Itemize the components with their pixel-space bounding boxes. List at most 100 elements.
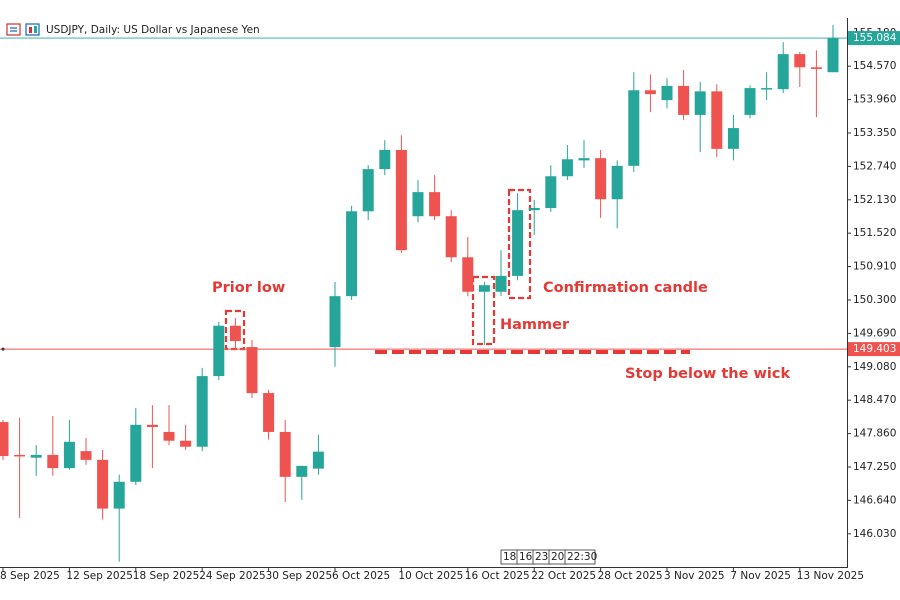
candle-body — [296, 465, 308, 477]
candle-body — [678, 85, 690, 115]
candle-body — [545, 176, 557, 208]
candle-body — [229, 325, 241, 342]
y-tick-label: 148.470 — [853, 394, 896, 406]
last-price-label: 155.084 — [853, 32, 897, 44]
candle-body — [611, 165, 623, 200]
candle-body — [63, 441, 75, 469]
x-tick-label: 12 Sep 2025 — [66, 570, 133, 582]
candle-body — [512, 210, 524, 276]
last-price-box — [848, 31, 900, 46]
x-tick-label: 13 Nov 2025 — [797, 570, 864, 582]
time-label: 20: — [551, 551, 568, 563]
symbol-icons — [6, 23, 40, 36]
candle-body — [578, 158, 590, 161]
candle-body — [661, 85, 673, 101]
candle-body — [113, 481, 125, 509]
y-tick-label: 149.690 — [853, 327, 896, 339]
y-tick-label: 147.250 — [853, 461, 896, 473]
candle-body — [429, 192, 441, 217]
candle-body — [794, 54, 806, 68]
candle-body — [196, 376, 208, 447]
x-tick-label: 7 Nov 2025 — [730, 570, 791, 582]
candle-body — [744, 88, 756, 115]
y-tick-label: 153.350 — [853, 127, 896, 139]
y-tick-label: 146.640 — [853, 494, 896, 506]
time-label: 22:30 — [567, 551, 597, 563]
candle-body — [827, 38, 839, 73]
y-tick-label: 151.520 — [853, 227, 896, 239]
y-tick-label: 146.030 — [853, 528, 896, 540]
time-label: 16: — [519, 551, 536, 563]
time-label: 23: — [535, 551, 552, 563]
candle-body — [528, 207, 540, 211]
y-tick-label: 152.740 — [853, 160, 896, 172]
candle-body — [279, 431, 291, 477]
candle-body — [362, 169, 374, 212]
icon — [6, 23, 21, 36]
candle-body — [246, 347, 258, 394]
candle-body — [478, 285, 490, 292]
icon — [34, 26, 37, 33]
annotation: Prior low — [212, 280, 285, 296]
candle-body — [263, 393, 275, 432]
level-label: 149.403 — [853, 343, 896, 355]
y-tick-label: 149.080 — [853, 361, 896, 373]
candle-body — [30, 454, 42, 458]
x-tick-label: 18 Sep 2025 — [133, 570, 200, 582]
time-label: 18: — [503, 551, 520, 563]
candle-body — [462, 257, 474, 292]
candle-body — [727, 128, 739, 149]
x-tick-label: 30 Sep 2025 — [266, 570, 333, 582]
candle-body — [495, 275, 507, 292]
y-tick-label: 154.570 — [853, 60, 896, 72]
y-tick-label: 150.300 — [853, 294, 896, 306]
annotation: Confirmation candle — [543, 280, 708, 296]
candle-body — [329, 296, 341, 348]
level-label-box — [848, 342, 900, 357]
candle-body — [130, 424, 142, 482]
annotation: Hammer — [500, 317, 570, 333]
x-tick-label: 3 Nov 2025 — [664, 570, 725, 582]
time-label-box — [564, 549, 596, 565]
candle-body — [146, 424, 158, 428]
icon — [25, 23, 40, 36]
y-tick-label: 152.130 — [853, 194, 896, 206]
candle-body — [810, 67, 822, 69]
candle-body — [777, 54, 789, 90]
candle-body — [628, 90, 640, 166]
x-tick-label: 22 Oct 2025 — [531, 570, 596, 582]
candle-body — [561, 159, 573, 177]
candle-body — [711, 91, 723, 149]
chart-title: USDJPY, Daily: US Dollar vs Japanese Yen — [46, 24, 260, 36]
candle-body — [213, 325, 225, 377]
candles — [0, 25, 839, 562]
candle-body — [80, 451, 92, 460]
candle-body — [761, 88, 773, 90]
candle-body — [180, 440, 192, 447]
x-tick-label: 16 Oct 2025 — [465, 570, 530, 582]
x-tick-label: 6 Oct 2025 — [332, 570, 390, 582]
candle-body — [47, 454, 59, 469]
x-tick-label: 28 Oct 2025 — [598, 570, 663, 582]
candle-body — [14, 454, 26, 457]
x-tick-label: 24 Sep 2025 — [199, 570, 266, 582]
candle-body — [379, 149, 391, 170]
y-tick-label: 150.910 — [853, 261, 896, 273]
candle-body — [346, 211, 358, 297]
y-tick-label: 147.860 — [853, 428, 896, 440]
candle-body — [445, 216, 457, 258]
candle-body — [395, 149, 407, 251]
candle-body — [163, 431, 175, 441]
icon — [29, 27, 32, 33]
level-anchor — [1, 347, 5, 351]
y-tick-label: 153.960 — [853, 94, 896, 106]
candle-body — [644, 90, 656, 95]
candle-body — [595, 158, 607, 200]
candle-body — [97, 459, 109, 509]
candle-body — [312, 451, 324, 469]
candle-body — [412, 192, 424, 217]
annotation: Stop below the wick — [625, 366, 790, 382]
candle-body — [694, 91, 706, 115]
